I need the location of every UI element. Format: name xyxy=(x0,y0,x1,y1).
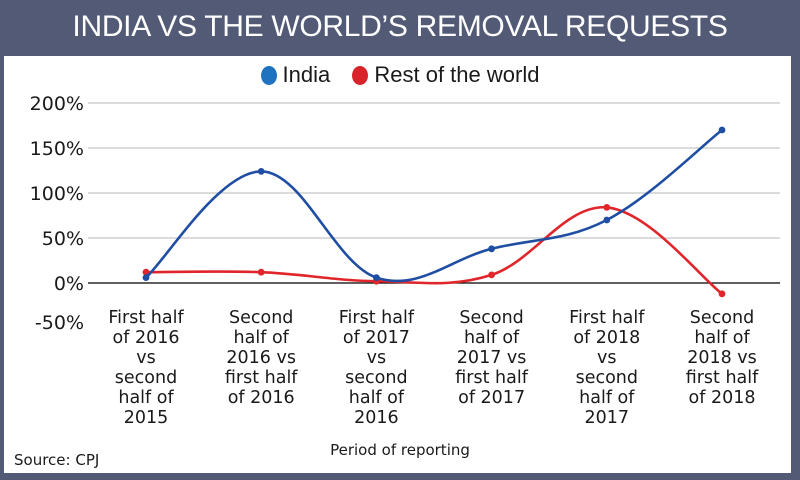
data-point-india xyxy=(488,245,495,253)
y-tick-label: -50% xyxy=(35,312,84,334)
legend-marker-rest xyxy=(352,65,369,85)
x-tick-label-line: second xyxy=(345,368,408,388)
x-tick-label-line: half of xyxy=(463,328,520,348)
x-tick-label-line: first half xyxy=(224,368,298,388)
x-tick-label: First half of 2017 vs second half of 2016 xyxy=(316,308,436,428)
x-tick-label-line: 2018 vs xyxy=(687,348,757,368)
data-point-india xyxy=(603,216,611,224)
series-line-india xyxy=(144,128,724,283)
x-tick-label-line: First half xyxy=(108,308,184,328)
legend-label-rest: Rest of the world xyxy=(374,62,540,87)
x-tick-label-line: 2015 xyxy=(123,408,169,428)
x-tick-label-line: half of xyxy=(579,388,635,408)
x-tick-label-line: vs xyxy=(136,348,156,368)
x-tick-label-line: 2017 xyxy=(584,408,630,428)
x-tick-label-line: 2016 vs xyxy=(226,348,296,368)
y-tick-label: 50% xyxy=(42,228,84,250)
x-tick-label-line: vs xyxy=(597,348,617,368)
x-tick-label-line: First half xyxy=(338,308,414,328)
x-tick-label-line: of 2017 xyxy=(458,388,526,408)
data-point-rest-of-world xyxy=(603,204,611,211)
y-tick-label: 100% xyxy=(30,183,84,205)
x-axis-title: Period of reporting xyxy=(330,441,470,459)
x-tick-label-line: first half xyxy=(685,368,759,388)
x-tick-label-line: Second xyxy=(228,308,294,328)
x-tick-label-line: First half xyxy=(569,308,645,328)
legend: India Rest of the world xyxy=(0,62,800,91)
x-tick-label: Second half of 2017 vs first half of 2017 xyxy=(432,308,552,408)
x-tick-label-line: second xyxy=(114,368,178,388)
x-tick-label-line: Second xyxy=(459,308,524,328)
x-tick-label-line: first half xyxy=(455,368,528,388)
title-bar: INDIA VS THE WORLD’S REMOVAL REQUESTS xyxy=(0,0,800,56)
x-tick-label-line: 2017 vs xyxy=(456,348,527,368)
legend-item-india: India xyxy=(260,62,331,88)
x-tick-label: First half of 2016 vs second half of 2015 xyxy=(86,308,206,428)
x-tick-label-line: half of xyxy=(118,388,174,408)
data-point-india xyxy=(142,274,150,281)
chart-panel xyxy=(4,56,791,473)
data-point-india xyxy=(257,168,265,175)
x-tick-label: Second half of 2016 vs first half of 2016 xyxy=(201,308,321,408)
x-tick-label-line: Second xyxy=(689,308,755,328)
x-tick-label-line: half of xyxy=(694,328,750,348)
legend-item-rest: Rest of the world xyxy=(352,62,539,88)
x-tick-label-line: of 2018 xyxy=(688,388,756,408)
x-tick-label-line: of 2018 xyxy=(573,328,641,348)
x-tick-label-line: vs xyxy=(366,348,387,368)
source-note: Source: CPJ xyxy=(14,451,100,469)
legend-marker-india xyxy=(260,65,277,85)
data-point-india xyxy=(373,274,380,281)
x-tick-label-line: second xyxy=(575,368,638,388)
x-tick-label-line: half of xyxy=(233,328,289,348)
data-point-rest-of-world xyxy=(142,268,150,276)
legend-label-india: India xyxy=(282,62,331,87)
data-point-india xyxy=(718,126,726,134)
y-tick-label: 150% xyxy=(30,138,84,160)
x-tick-label: Second half of 2018 vs first half of 2018 xyxy=(662,308,782,408)
x-tick-label: First half of 2018 vs second half of 2017 xyxy=(547,308,667,428)
y-tick-label: 200% xyxy=(30,93,84,115)
x-tick-label-line: 2016 xyxy=(354,408,399,428)
data-point-rest-of-world xyxy=(718,290,726,298)
y-tick-label: 0% xyxy=(54,273,84,295)
x-tick-label-line: of 2016 xyxy=(227,388,295,408)
x-tick-label-line: half of xyxy=(348,388,405,408)
chart-title: INDIA VS THE WORLD’S REMOVAL REQUESTS xyxy=(72,10,728,43)
data-point-rest-of-world xyxy=(488,271,495,279)
x-tick-label-line: of 2016 xyxy=(112,328,180,348)
x-tick-label-line: of 2017 xyxy=(342,328,410,348)
series-line-rest-of-world xyxy=(144,206,724,296)
data-point-rest-of-world xyxy=(257,268,265,276)
